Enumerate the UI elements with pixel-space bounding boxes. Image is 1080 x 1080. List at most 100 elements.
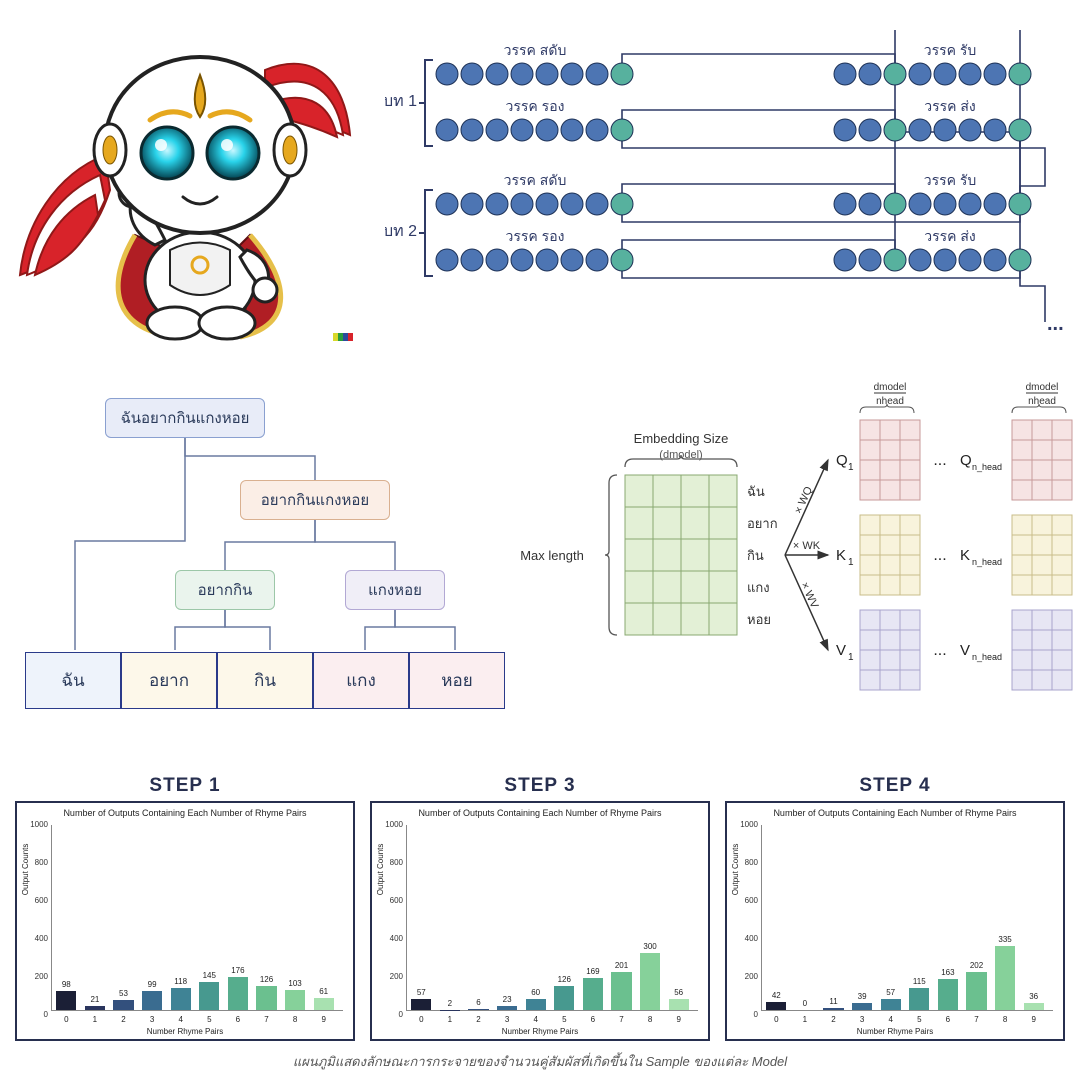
chart-xlabel: Number Rhyme Pairs: [372, 1027, 708, 1036]
svg-text:Q: Q: [960, 452, 972, 469]
histogram-charts: STEP 1 Number of Outputs Containing Each …: [15, 775, 1065, 1065]
svg-text:nhead: nhead: [1028, 396, 1056, 407]
tree-node: ฉันอยากกินแกงหอย: [105, 398, 265, 438]
xtick-label: 8: [637, 1015, 663, 1024]
histogram-bar: [966, 972, 986, 1010]
chart-bars-area: 0200400600800100057021622336041265169620…: [406, 825, 698, 1011]
svg-text:K: K: [836, 547, 846, 564]
bar-value-label: 21: [82, 995, 108, 1004]
svg-text:× WQ: × WQ: [792, 484, 815, 515]
svg-text:วรรค รับ: วรรค รับ: [924, 172, 977, 188]
bar-value-label: 126: [551, 975, 577, 984]
xtick-label: 6: [225, 1015, 251, 1024]
xtick-label: 6: [580, 1015, 606, 1024]
bar-value-label: 61: [311, 987, 337, 996]
svg-text:1: 1: [848, 462, 854, 473]
bar-value-label: 23: [494, 995, 520, 1004]
xtick-label: 1: [437, 1015, 463, 1024]
tree-leaf: หอย: [409, 652, 505, 709]
svg-text:อยาก: อยาก: [747, 516, 778, 531]
xtick-label: 8: [282, 1015, 308, 1024]
bar-value-label: 163: [935, 968, 961, 977]
histogram-bar: [1024, 1003, 1044, 1010]
xtick-label: 2: [466, 1015, 492, 1024]
xtick-label: 3: [139, 1015, 165, 1024]
xtick-label: 7: [609, 1015, 635, 1024]
histogram-bar: [823, 1008, 843, 1010]
svg-text:กิน: กิน: [747, 548, 764, 563]
xtick-label: 9: [311, 1015, 337, 1024]
histogram-panel: STEP 1 Number of Outputs Containing Each …: [15, 775, 355, 1041]
chart-subtitle: Number of Outputs Containing Each Number…: [17, 803, 353, 818]
bar-value-label: 115: [906, 977, 932, 986]
histogram-bar: [171, 988, 191, 1010]
svg-text:...: ...: [1047, 313, 1064, 330]
svg-text:× WK: × WK: [793, 540, 821, 552]
svg-text:...: ...: [933, 452, 946, 469]
xtick-label: 4: [523, 1015, 549, 1024]
bar-value-label: 99: [139, 980, 165, 989]
svg-text:dmodel: dmodel: [874, 382, 907, 393]
bar-value-label: 126: [254, 975, 280, 984]
xtick-label: 3: [849, 1015, 875, 1024]
svg-text:K: K: [960, 547, 970, 564]
histogram-bar: [611, 972, 631, 1010]
histogram-bar: [938, 979, 958, 1010]
rhyme-chain-diagram: บท 1วรรค สดับวรรค รับวรรค รองวรรค ส่งบท …: [385, 30, 1065, 330]
bar-value-label: 145: [196, 971, 222, 980]
bar-value-label: 60: [523, 988, 549, 997]
bar-value-label: 11: [821, 997, 847, 1006]
chart-step-title: STEP 4: [725, 775, 1065, 797]
chart-ylabel: Output Counts: [731, 844, 740, 896]
xtick-label: 1: [792, 1015, 818, 1024]
svg-text:วรรค รอง: วรรค รอง: [506, 228, 565, 244]
svg-text:Max length: Max length: [520, 548, 584, 563]
svg-text:วรรค สดับ: วรรค สดับ: [504, 172, 567, 188]
svg-text:บท 2: บท 2: [385, 223, 417, 240]
histogram-bar: [554, 986, 574, 1010]
histogram-bar: [881, 999, 901, 1010]
svg-text:วรรค รอง: วรรค รอง: [506, 98, 565, 114]
histogram-bar: [995, 946, 1015, 1010]
xtick-label: 3: [494, 1015, 520, 1024]
chart-bars-area: 0200400600800100042001112393574115516362…: [761, 825, 1053, 1011]
bar-value-label: 335: [992, 935, 1018, 944]
chart-box: Number of Outputs Containing Each Number…: [725, 801, 1065, 1041]
svg-text:1: 1: [848, 557, 854, 568]
xtick-label: 0: [408, 1015, 434, 1024]
histogram-bar: [199, 982, 219, 1010]
xtick-label: 5: [551, 1015, 577, 1024]
bar-value-label: 2: [437, 999, 463, 1008]
svg-text:V: V: [960, 642, 970, 659]
histogram-bar: [285, 990, 305, 1010]
svg-text:dmodel: dmodel: [1026, 382, 1059, 393]
xtick-label: 6: [935, 1015, 961, 1024]
xtick-label: 4: [878, 1015, 904, 1024]
chart-ylabel: Output Counts: [376, 844, 385, 896]
bar-value-label: 300: [637, 942, 663, 951]
svg-text:n_head: n_head: [972, 462, 1002, 472]
xtick-label: 9: [666, 1015, 692, 1024]
xtick-label: 5: [196, 1015, 222, 1024]
xtick-label: 9: [1021, 1015, 1047, 1024]
xtick-label: 7: [964, 1015, 990, 1024]
chart-xlabel: Number Rhyme Pairs: [17, 1027, 353, 1036]
xtick-label: 2: [821, 1015, 847, 1024]
bar-value-label: 103: [282, 979, 308, 988]
xtick-label: 7: [254, 1015, 280, 1024]
svg-text:วรรค สดับ: วรรค สดับ: [504, 42, 567, 58]
bar-value-label: 57: [408, 988, 434, 997]
tree-leaf: ฉัน: [25, 652, 121, 709]
histogram-bar: [411, 999, 431, 1010]
bar-value-label: 56: [666, 988, 692, 997]
histogram-bar: [497, 1006, 517, 1010]
chart-bars-area: 0200400600800100098021153299311841455176…: [51, 825, 343, 1011]
svg-text:หอย: หอย: [747, 612, 771, 627]
bar-value-label: 36: [1021, 992, 1047, 1001]
svg-text:วรรค ส่ง: วรรค ส่ง: [924, 98, 976, 114]
svg-text:× WV: × WV: [798, 580, 820, 610]
svg-text:บท 1: บท 1: [385, 93, 417, 110]
histogram-bar: [909, 988, 929, 1010]
chart-step-title: STEP 1: [15, 775, 355, 797]
chart-ylabel: Output Counts: [21, 844, 30, 896]
